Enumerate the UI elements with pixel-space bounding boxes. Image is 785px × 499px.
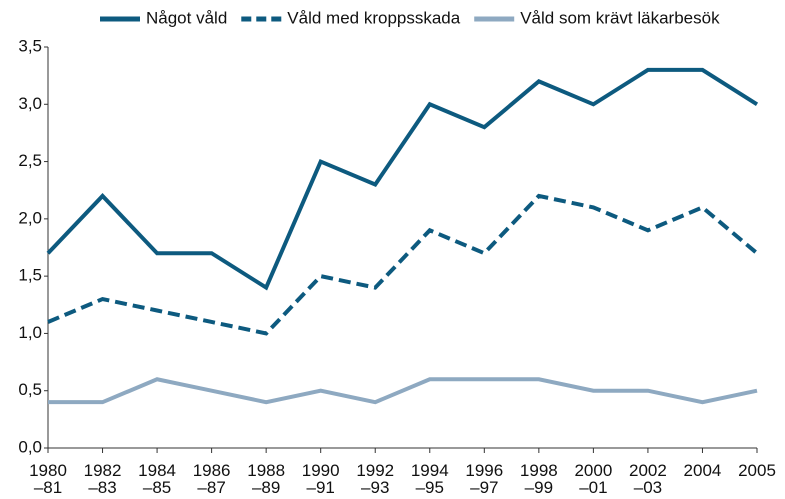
x-tick-label-line: 2005 (738, 461, 776, 480)
x-tick-label-line: 1994 (411, 461, 449, 480)
x-tick-label-line: 1990 (302, 461, 340, 480)
x-tick-label-line: –97 (470, 478, 498, 497)
x-tick-label: 1998 –99 (520, 461, 558, 497)
y-tick-label: 3,0 (18, 94, 42, 113)
series-line (48, 377, 758, 405)
x-tick-label: 2000 –01 (574, 461, 612, 497)
y-tick-label: 1,0 (18, 323, 42, 342)
legend-label: Våld med kroppsskada (287, 8, 460, 27)
y-tick-label: 1,5 (18, 266, 42, 285)
legend-label: Något våld (146, 8, 227, 27)
x-tick-label-line: –91 (307, 478, 335, 497)
x-tick-label-line: 2002 (629, 461, 667, 480)
series-line (47, 193, 759, 336)
x-tick-label-line: 1988 (247, 461, 285, 480)
y-tick-label: 0,5 (18, 380, 42, 399)
x-tick-label: 1984 –85 (138, 461, 176, 497)
x-tick-label-line: –99 (525, 478, 553, 497)
x-tick-label-line: 2000 (574, 461, 612, 480)
x-tick-label-line: –83 (88, 478, 116, 497)
x-tick-label: 1994 –95 (411, 461, 449, 497)
y-tick-label: 2,5 (18, 151, 42, 170)
x-tick-label: 2002 –03 (629, 461, 667, 497)
x-tick-label: 1996 –97 (465, 461, 503, 497)
y-tick-label: 0,0 (18, 437, 42, 456)
x-tick-label-line: –93 (361, 478, 389, 497)
x-tick-label-line: –89 (252, 478, 280, 497)
x-tick-label-line: 1984 (138, 461, 176, 480)
y-tick-label: 2,0 (18, 208, 42, 227)
x-tick-label: 1980 –81 (29, 461, 67, 497)
x-tick-label-line: –81 (34, 478, 62, 497)
x-tick-label: 1992 –93 (356, 461, 394, 497)
x-tick-label-line: 1998 (520, 461, 558, 480)
x-tick-label-line: 1980 (29, 461, 67, 480)
x-tick-label-line: –85 (143, 478, 171, 497)
x-tick-label: 1988 –89 (247, 461, 285, 497)
series-line (46, 67, 759, 291)
legend-label: Våld som krävt läkarbesök (520, 8, 720, 27)
x-tick-label-line: –01 (579, 478, 607, 497)
x-tick-label: 1990 –91 (302, 461, 340, 497)
x-tick-label-line: –03 (634, 478, 662, 497)
x-tick-label: 1982 –83 (84, 461, 122, 497)
x-tick-label-line: 1982 (84, 461, 122, 480)
x-tick-label: 2005 (738, 461, 776, 480)
y-tick-label: 3,5 (18, 36, 42, 55)
x-tick-label-line: 2004 (684, 461, 722, 480)
x-tick-label-line: –95 (416, 478, 444, 497)
x-tick-label: 1986 –87 (193, 461, 231, 497)
x-tick-label: 2004 (684, 461, 722, 480)
x-tick-label-line: 1986 (193, 461, 231, 480)
x-tick-label-line: 1992 (356, 461, 394, 480)
x-tick-label-line: –87 (197, 478, 225, 497)
x-tick-label-line: 1996 (465, 461, 503, 480)
